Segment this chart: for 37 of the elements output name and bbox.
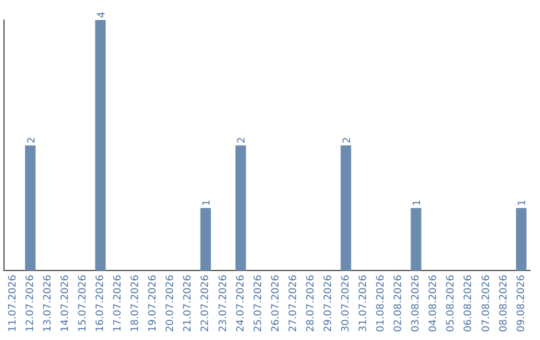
x-tick-label: 07.08.2026 xyxy=(480,274,492,332)
x-tick-label: 30.07.2026 xyxy=(340,274,352,332)
x-tick-label: 26.07.2026 xyxy=(270,274,282,332)
x-tick-label: 25.07.2026 xyxy=(252,274,264,332)
x-tick-label: 03.08.2026 xyxy=(410,274,422,332)
x-tick-label: 05.08.2026 xyxy=(446,274,457,332)
x-tick-label: 16.07.2026 xyxy=(95,274,106,332)
x-tick-label: 20.07.2026 xyxy=(165,274,176,332)
data-label: 1 xyxy=(412,200,424,206)
x-tick-label: 23.07.2026 xyxy=(218,274,229,332)
data-label: 4 xyxy=(96,12,108,18)
data-label: 2 xyxy=(236,136,248,144)
x-tick-label: 11.07.2026 xyxy=(7,274,18,332)
x-tick-label: 13.07.2026 xyxy=(42,274,54,332)
x-tick-label: 08.08.2026 xyxy=(498,274,510,332)
x-tick-label: 24.07.2026 xyxy=(235,274,246,332)
x-tick-label: 06.08.2026 xyxy=(463,274,474,332)
x-tick-label: 27.07.2026 xyxy=(288,274,299,332)
x-tick-label: 01.08.2026 xyxy=(376,274,387,332)
x-tick-label: 29.07.2026 xyxy=(322,274,334,332)
x-tick-label: 22.07.2026 xyxy=(200,274,212,332)
data-label: 2 xyxy=(26,136,38,144)
x-tick-label: 28.07.2026 xyxy=(305,274,316,332)
x-tick-label: 17.07.2026 xyxy=(112,274,124,332)
x-tick-label: 09.08.2026 xyxy=(516,274,527,332)
data-label: 2 xyxy=(342,136,353,144)
x-tick-label: 19.07.2026 xyxy=(148,274,159,332)
data-label: 1 xyxy=(202,200,213,206)
x-tick-label: 04.08.2026 xyxy=(428,274,440,332)
data-label: 1 xyxy=(517,200,528,206)
x-tick-label: 14.07.2026 xyxy=(60,274,71,332)
x-tick-label: 18.07.2026 xyxy=(130,274,142,332)
x-tick-label: 02.08.2026 xyxy=(393,274,404,332)
x-tick-label: 15.07.2026 xyxy=(77,274,88,332)
x-tick-label: 12.07.2026 xyxy=(24,274,36,332)
x-tick-label: 31.07.2026 xyxy=(358,274,370,332)
x-tick-label: 21.07.2026 xyxy=(182,274,194,332)
